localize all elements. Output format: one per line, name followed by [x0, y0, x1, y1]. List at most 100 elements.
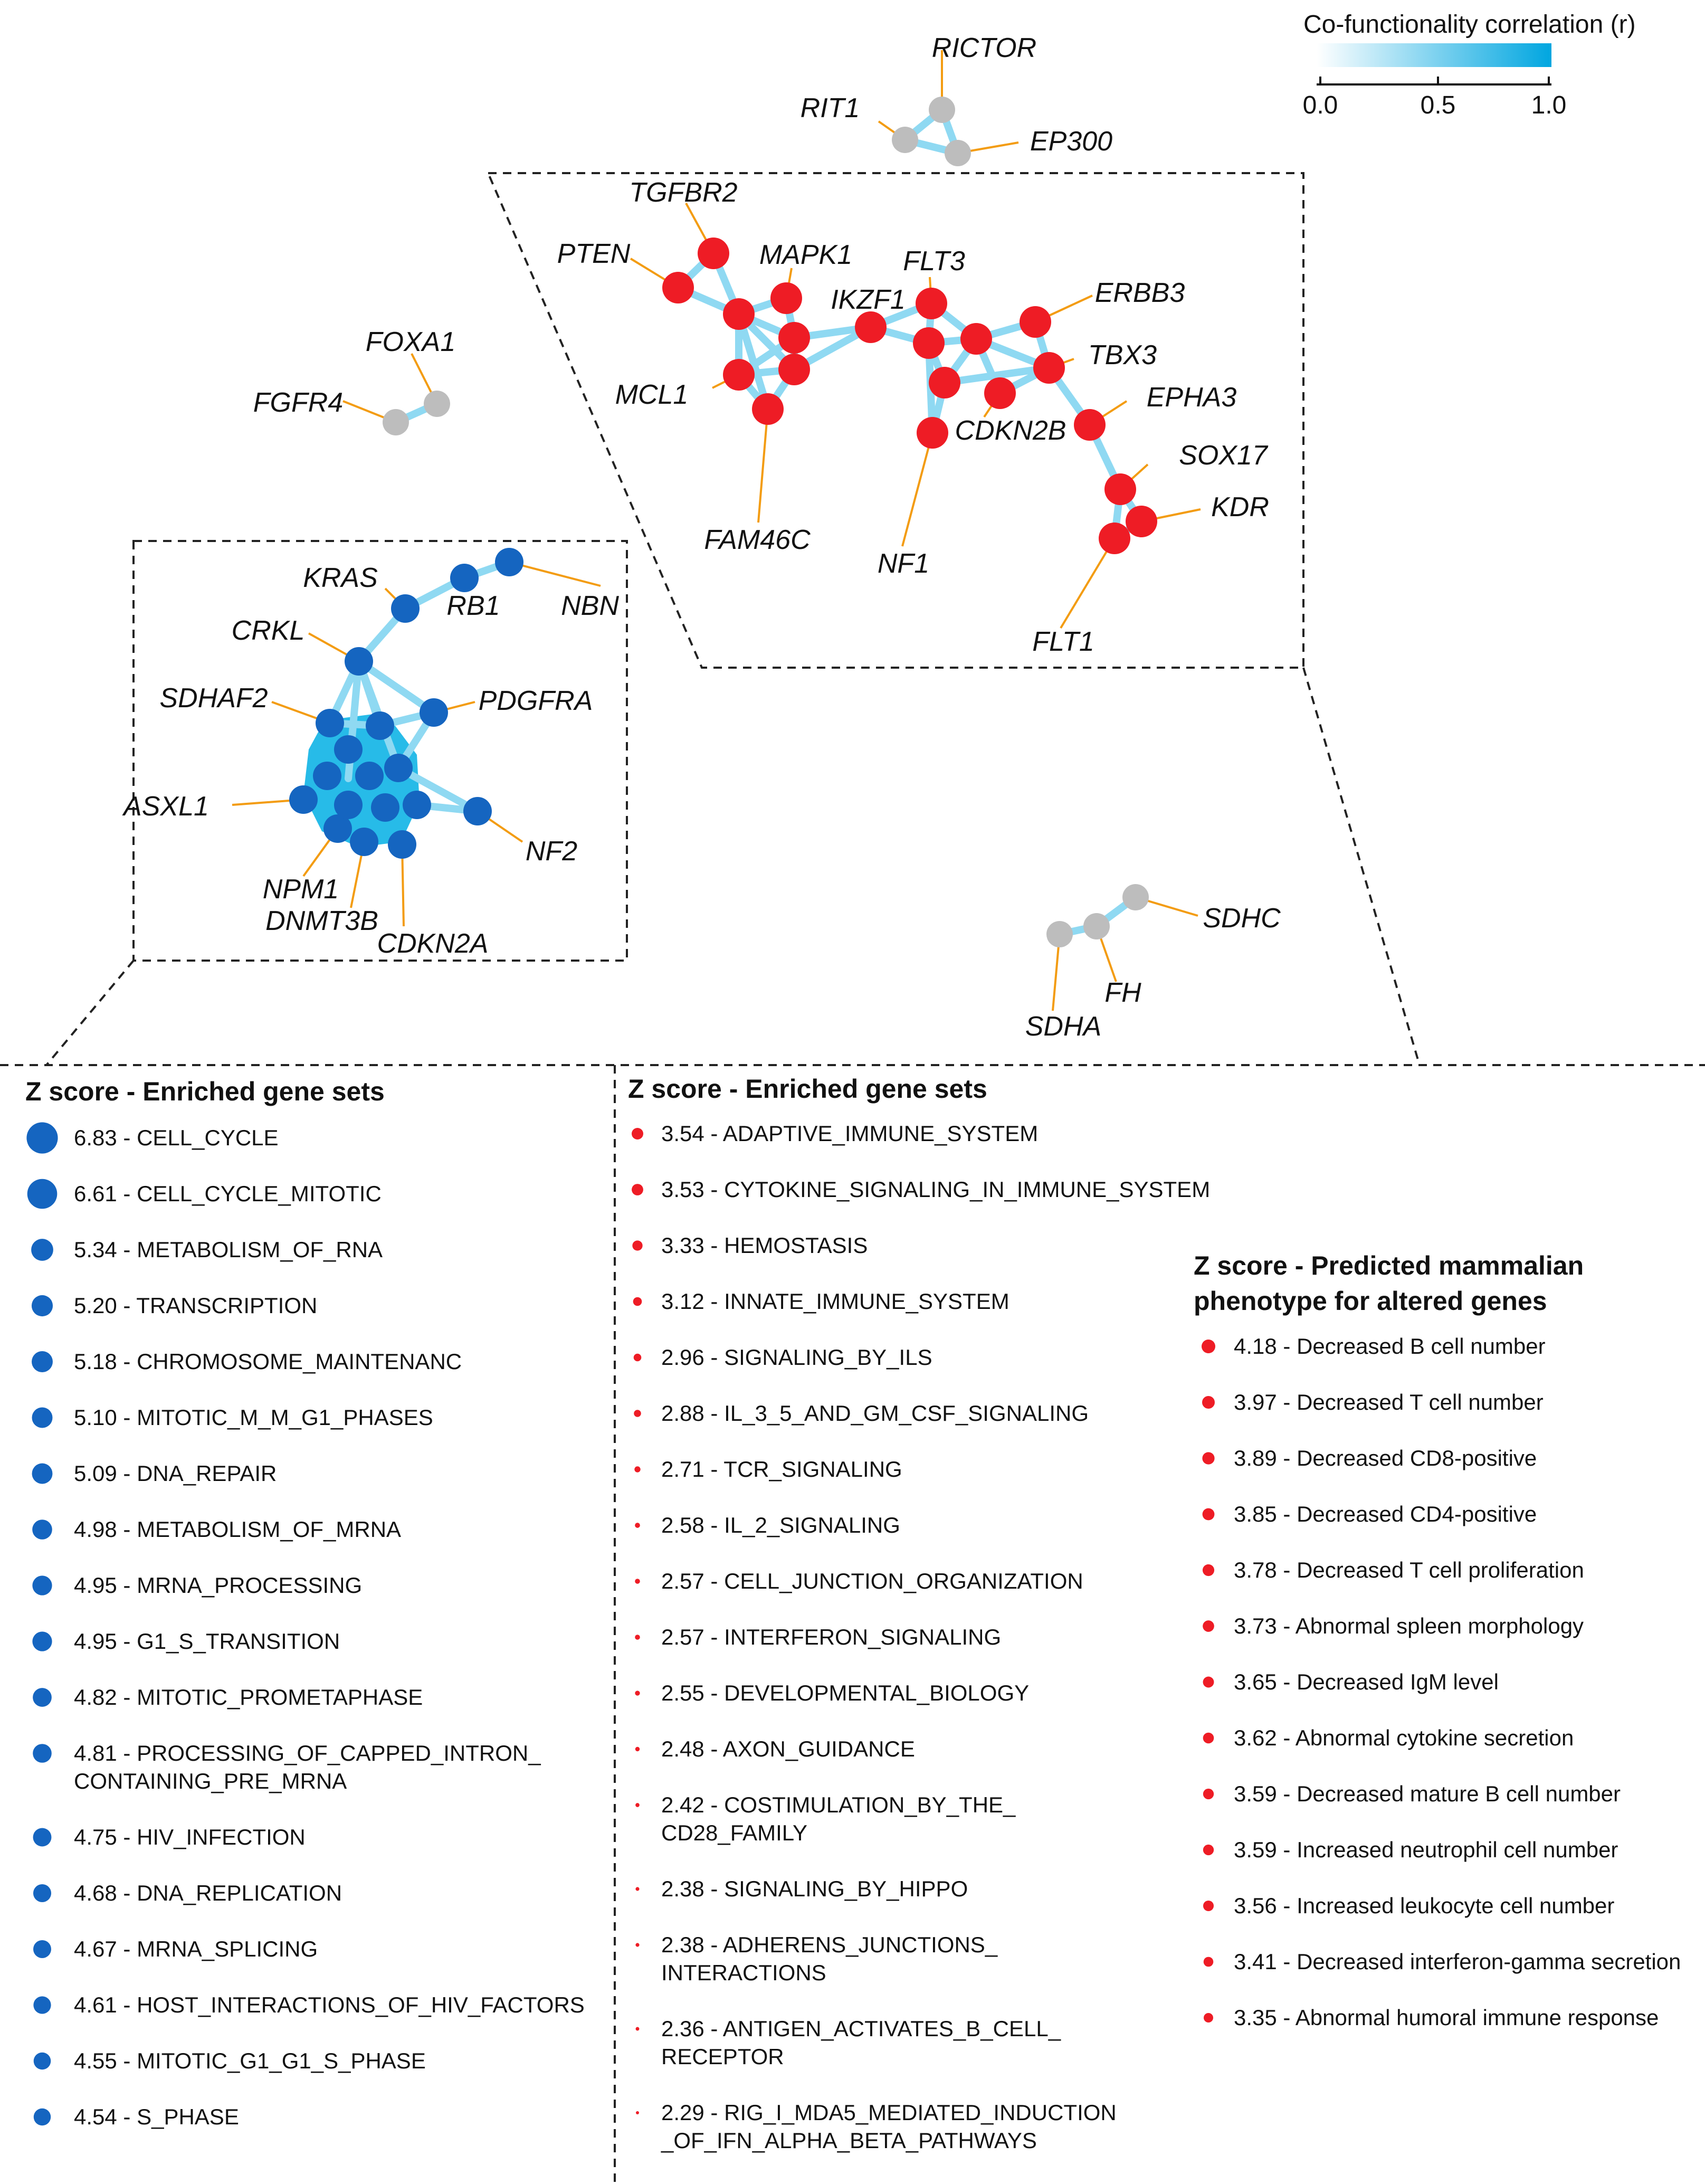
blue-enriched-gene-sets-panel: Z score - Enriched gene sets 6.83 - CELL…	[25, 1077, 585, 2129]
gene-label-ep300: EP300	[1030, 126, 1112, 157]
gene-node	[366, 711, 394, 740]
zscore-dot	[1202, 1508, 1215, 1521]
list-item: 4.68 - DNA_REPLICATION	[33, 1881, 342, 1905]
gene-label-kdr: KDR	[1211, 492, 1269, 523]
gene-label-nf2: NF2	[526, 836, 577, 867]
list-item-text: 2.57 - INTERFERON_SIGNALING	[661, 1625, 1001, 1649]
zscore-dot	[635, 1523, 640, 1528]
list-item: 3.73 - Abnormal spleen morphology	[1203, 1613, 1584, 1638]
list-item-text: 4.61 - HOST_INTERACTIONS_OF_HIV_FACTORS	[74, 1992, 585, 2017]
gene-node-rb1	[450, 564, 479, 592]
gene-label-tbx3: TBX3	[1088, 340, 1157, 371]
list-item: 3.89 - Decreased CD8-positive	[1202, 1446, 1537, 1470]
edge	[941, 364, 1053, 386]
gene-label-foxa1: FOXA1	[366, 327, 456, 357]
list-item: 2.57 - INTERFERON_SIGNALING	[635, 1625, 1001, 1649]
list-item-text: 3.59 - Increased neutrophil cell number	[1234, 1837, 1618, 1862]
list-item-text: 4.95 - G1_S_TRANSITION	[74, 1629, 340, 1654]
list-item-text: 2.58 - IL_2_SIGNALING	[661, 1513, 900, 1537]
list-item-text: 4.18 - Decreased B cell number	[1234, 1334, 1546, 1359]
list-item: 2.48 - AXON_GUIDANCE	[635, 1736, 915, 1761]
gene-node-nf1	[917, 417, 948, 449]
gene-node-kdr	[1126, 506, 1157, 537]
list-item: 3.59 - Decreased mature B cell number	[1203, 1781, 1621, 1806]
gene-node	[355, 762, 384, 790]
gene-node-mcl1	[723, 359, 755, 391]
list-item: 3.35 - Abnormal humoral immune response	[1204, 2005, 1659, 2030]
list-item-text: 3.54 - ADAPTIVE_IMMUNE_SYSTEM	[661, 1121, 1038, 1146]
gene-node	[723, 298, 755, 330]
list-item: 5.20 - TRANSCRIPTION	[31, 1293, 317, 1318]
gene-label-rb1: RB1	[446, 591, 500, 621]
list-item-text: 5.34 - METABOLISM_OF_RNA	[74, 1237, 383, 1262]
label-line	[509, 561, 601, 587]
list-item: 4.98 - METABOLISM_OF_MRNA	[32, 1517, 401, 1542]
list-item: 3.78 - Decreased T cell proliferation	[1202, 1558, 1584, 1582]
gene-label-sdha: SDHA	[1025, 1011, 1101, 1042]
list-item-text: 3.62 - Abnormal cytokine secretion	[1234, 1725, 1574, 1750]
list-item-text: 3.12 - INNATE_IMMUNE_SYSTEM	[661, 1289, 1009, 1314]
list-item: 2.38 - SIGNALING_BY_HIPPO	[635, 1876, 968, 1901]
list-item: 3.41 - Decreased interferon-gamma secret…	[1203, 1949, 1681, 1974]
list-item-text: 3.73 - Abnormal spleen morphology	[1234, 1613, 1584, 1638]
zscore-dot	[33, 1940, 51, 1958]
gene-label-kras: KRAS	[303, 563, 378, 593]
zscore-dot	[633, 1353, 642, 1362]
gene-node-rictor	[929, 97, 955, 123]
phenotype-panel: Z score - Predicted mammalian phenotype …	[1194, 1251, 1681, 2030]
gene-label-cdkn2a: CDKN2A	[377, 928, 489, 959]
list-item-text: 4.67 - MRNA_SPLICING	[74, 1936, 318, 1961]
list-item-text: 2.55 - DEVELOPMENTAL_BIOLOGY	[661, 1680, 1029, 1705]
list-item: 3.56 - Increased leukocyte cell number	[1203, 1893, 1614, 1918]
gene-node-pdgfra	[420, 698, 448, 727]
list-item: 3.85 - Decreased CD4-positive	[1202, 1502, 1537, 1526]
panel-title: Z score - Enriched gene sets	[628, 1074, 987, 1104]
list-item-text: 2.38 - ADHERENS_JUNCTIONS_	[661, 1932, 998, 1957]
gene-label-dnmt3b: DNMT3B	[265, 906, 378, 936]
list-item: 3.12 - INNATE_IMMUNE_SYSTEM	[633, 1289, 1009, 1314]
list-item-text: 3.65 - Decreased IgM level	[1234, 1669, 1499, 1694]
list-item: 2.88 - IL_3_5_AND_GM_CSF_SIGNALING	[634, 1401, 1089, 1426]
list-item-text: 4.82 - MITOTIC_PROMETAPHASE	[74, 1685, 423, 1710]
list-item-text: 2.38 - SIGNALING_BY_HIPPO	[661, 1876, 968, 1901]
gene-node-sdhaf2	[316, 709, 344, 737]
list-item-text: 6.61 - CELL_CYCLE_MITOTIC	[74, 1181, 382, 1206]
list-item-text: 2.88 - IL_3_5_AND_GM_CSF_SIGNALING	[661, 1401, 1089, 1426]
list-item: 5.18 - CHROMOSOME_MAINTENANC	[32, 1349, 462, 1374]
panel-title: Z score - Enriched gene sets	[25, 1077, 385, 1106]
list-item: 2.57 - CELL_JUNCTION_ORGANIZATION	[635, 1569, 1083, 1593]
list-item: 4.95 - MRNA_PROCESSING	[32, 1573, 362, 1598]
list-item: 2.42 - COSTIMULATION_BY_THE_ CD28_FAMILY	[635, 1792, 1016, 1845]
list-item: 4.75 - HIV_INFECTION	[33, 1825, 306, 1849]
zscore-dot	[1204, 2013, 1213, 2022]
zscore-dot	[634, 1466, 641, 1473]
list-item: 6.83 - CELL_CYCLE	[26, 1122, 279, 1154]
red-enriched-gene-sets-panel: Z score - Enriched gene sets 3.54 - ADAP…	[628, 1074, 1210, 2153]
list-item-text: CONTAINING_PRE_MRNA	[74, 1769, 347, 1793]
gene-node-asxl1	[289, 785, 318, 814]
gene-label-pdgfra: PDGFRA	[479, 686, 593, 716]
list-item-text: 5.09 - DNA_REPAIR	[74, 1461, 277, 1486]
gene-node-npm1	[323, 814, 352, 843]
zscore-dot	[26, 1122, 58, 1154]
list-item-text: 3.85 - Decreased CD4-positive	[1234, 1502, 1537, 1526]
gene-node-rit1	[892, 127, 918, 153]
list-item-text: 5.10 - MITOTIC_M_M_G1_PHASES	[74, 1405, 433, 1430]
list-item-text: 3.78 - Decreased T cell proliferation	[1234, 1558, 1584, 1582]
zscore-dot	[632, 1184, 643, 1195]
gene-label-erbb3: ERBB3	[1095, 278, 1185, 308]
gene-node-foxa1	[424, 391, 450, 417]
gene-label-nf1: NF1	[878, 548, 929, 579]
edge	[355, 658, 437, 716]
zscore-dot	[635, 1579, 640, 1584]
gene-node-fam46c	[752, 393, 784, 425]
label-line	[757, 409, 769, 523]
list-item: 5.09 - DNA_REPAIR	[32, 1461, 277, 1486]
list-item-text: 4.54 - S_PHASE	[74, 2104, 239, 2129]
zscore-dot	[1202, 1564, 1215, 1577]
list-item: 3.62 - Abnormal cytokine secretion	[1203, 1725, 1574, 1750]
list-item-text: 3.35 - Abnormal humoral immune response	[1234, 2005, 1659, 2030]
gene-label-fh: FH	[1104, 977, 1141, 1008]
gene-node-sdha	[1046, 921, 1073, 947]
